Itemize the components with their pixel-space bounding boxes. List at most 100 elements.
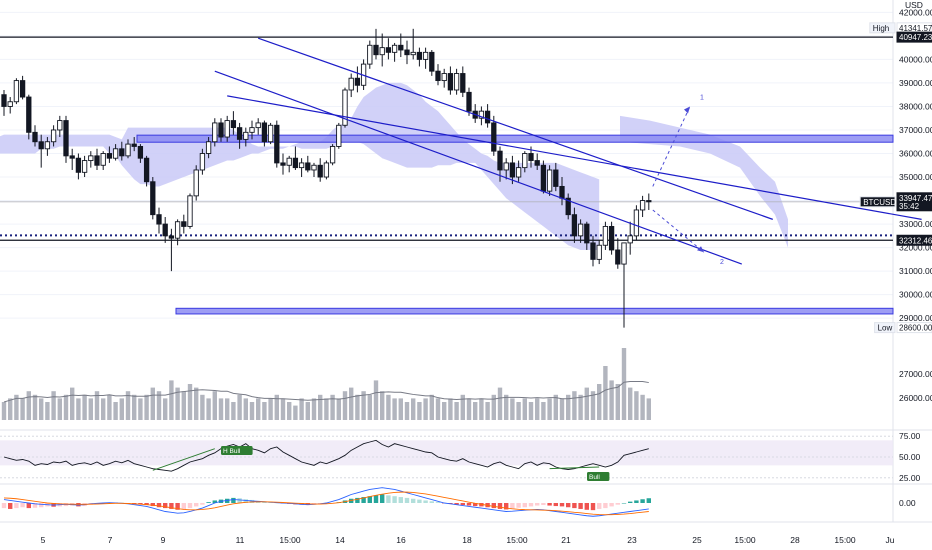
candle-body[interactable]	[385, 47, 392, 53]
candle-body[interactable]	[540, 164, 547, 192]
candle-body[interactable]	[187, 195, 193, 227]
candle-body[interactable]	[267, 124, 274, 143]
candle-body[interactable]	[447, 73, 454, 91]
candle-body[interactable]	[503, 162, 509, 171]
candle-body[interactable]	[286, 157, 292, 166]
candle-body[interactable]	[249, 127, 255, 133]
candle-body[interactable]	[236, 127, 243, 140]
projection-up-line[interactable]	[652, 106, 691, 187]
candlesticks[interactable]	[1, 28, 652, 328]
candle-body[interactable]	[484, 110, 491, 124]
candle-body[interactable]	[509, 162, 516, 178]
candle-body[interactable]	[230, 120, 237, 129]
candle-body[interactable]	[608, 225, 615, 251]
candle-body[interactable]	[522, 153, 528, 169]
candle-body[interactable]	[627, 235, 633, 244]
candle-body[interactable]	[491, 122, 497, 152]
candle-body[interactable]	[584, 223, 590, 244]
candle-body[interactable]	[7, 101, 13, 107]
candle-body[interactable]	[577, 223, 584, 237]
candle-body[interactable]	[32, 131, 38, 143]
candle-body[interactable]	[559, 185, 565, 199]
candle-body[interactable]	[205, 141, 212, 154]
candle-body[interactable]	[466, 91, 472, 112]
candle-body[interactable]	[391, 44, 398, 53]
candle-body[interactable]	[416, 51, 423, 60]
candle-body[interactable]	[602, 225, 609, 246]
candle-body[interactable]	[50, 129, 57, 143]
candle-body[interactable]	[81, 160, 88, 173]
candle-body[interactable]	[181, 221, 187, 227]
candle-body[interactable]	[348, 77, 354, 91]
candle-body[interactable]	[460, 73, 466, 93]
trendline-3[interactable]	[227, 95, 922, 220]
candle-body[interactable]	[75, 157, 82, 173]
candle-body[interactable]	[274, 124, 280, 164]
candle-body[interactable]	[565, 197, 571, 216]
candle-body[interactable]	[298, 162, 305, 169]
candle-body[interactable]	[44, 141, 51, 150]
candle-body[interactable]	[193, 169, 199, 197]
candle-body[interactable]	[571, 214, 578, 237]
candle-body[interactable]	[305, 162, 311, 171]
candle-body[interactable]	[633, 209, 640, 237]
candle-body[interactable]	[150, 181, 156, 216]
candle-body[interactable]	[354, 77, 361, 86]
candle-body[interactable]	[199, 153, 206, 171]
candle-body[interactable]	[497, 150, 503, 171]
candle-body[interactable]	[156, 214, 162, 225]
candle-body[interactable]	[1, 94, 7, 107]
candle-body[interactable]	[38, 141, 44, 150]
projection-arrows[interactable]: 12	[652, 94, 724, 266]
candle-body[interactable]	[137, 145, 144, 159]
candle-body[interactable]	[404, 49, 410, 56]
candle-body[interactable]	[373, 44, 379, 56]
candle-body[interactable]	[410, 51, 416, 56]
candle-body[interactable]	[63, 120, 69, 157]
candle-body[interactable]	[243, 131, 249, 140]
candle-body[interactable]	[422, 51, 429, 60]
candle-body[interactable]	[311, 164, 317, 171]
candle-body[interactable]	[131, 143, 137, 147]
candle-body[interactable]	[218, 122, 224, 138]
candle-body[interactable]	[590, 242, 596, 260]
trendlines[interactable]	[214, 37, 922, 265]
candle-body[interactable]	[336, 124, 342, 147]
candle-body[interactable]	[379, 47, 385, 56]
candle-body[interactable]	[125, 143, 131, 157]
candle-body[interactable]	[292, 157, 299, 169]
candle-body[interactable]	[280, 162, 286, 166]
candle-body[interactable]	[342, 89, 348, 126]
candle-body[interactable]	[515, 167, 522, 178]
candle-body[interactable]	[26, 96, 32, 133]
trendline-1[interactable]	[258, 37, 773, 220]
candle-body[interactable]	[224, 120, 230, 138]
candle-body[interactable]	[255, 122, 261, 129]
candle-body[interactable]	[57, 120, 63, 131]
candle-body[interactable]	[94, 155, 100, 166]
candle-body[interactable]	[621, 242, 627, 265]
candle-body[interactable]	[69, 155, 75, 159]
candle-body[interactable]	[119, 148, 125, 157]
candle-body[interactable]	[435, 70, 441, 82]
candle-body[interactable]	[596, 244, 602, 260]
candle-body[interactable]	[639, 200, 646, 211]
candle-body[interactable]	[212, 122, 218, 143]
candle-body[interactable]	[13, 80, 20, 103]
candle-body[interactable]	[168, 235, 175, 239]
candle-body[interactable]	[398, 44, 404, 51]
candle-body[interactable]	[546, 169, 553, 192]
candle-body[interactable]	[534, 160, 540, 166]
candle-body[interactable]	[478, 110, 485, 119]
candle-body[interactable]	[100, 153, 106, 166]
candle-body[interactable]	[441, 73, 447, 82]
candle-body[interactable]	[106, 153, 113, 159]
candle-body[interactable]	[19, 80, 26, 98]
candle-body[interactable]	[261, 122, 268, 143]
candle-body[interactable]	[646, 200, 652, 203]
candle-body[interactable]	[329, 145, 336, 164]
candle-body[interactable]	[553, 169, 559, 187]
candle-body[interactable]	[162, 223, 168, 237]
candle-body[interactable]	[143, 157, 150, 183]
